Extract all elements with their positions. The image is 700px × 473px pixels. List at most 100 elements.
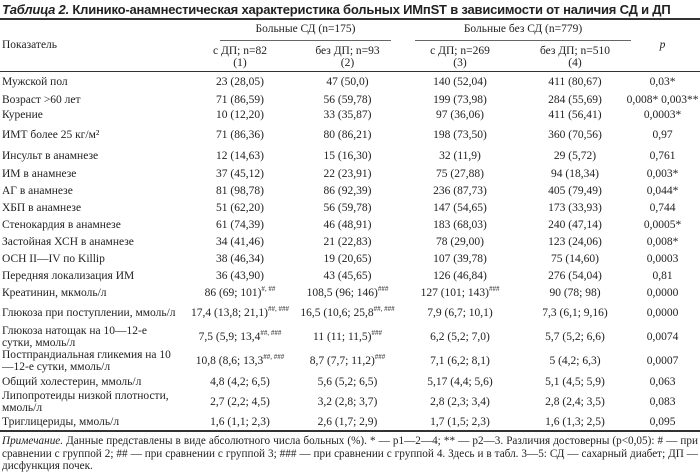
row-label: АГ в анамнезе bbox=[2, 184, 73, 197]
table-row: Мужской пол 23 (28,05) 47 (50,0) 140 (52,04… bbox=[0, 71, 700, 92]
row-label: Глюкоза при поступлении, ммоль/л bbox=[2, 307, 176, 319]
cell-group-4: 123 (24,06) bbox=[548, 235, 602, 248]
cell-group-4: 173 (33,93) bbox=[548, 201, 602, 214]
cell-group-4: 5,1 (4,5; 5,9) bbox=[545, 375, 605, 388]
cell-group-1: 81 (98,78) bbox=[216, 184, 264, 197]
cell-p: 0,044* bbox=[646, 184, 679, 197]
row-label: Глюкоза натощак на 10—12-е сутки, ммоль/… bbox=[2, 325, 147, 349]
cell-group-4: 405 (79,49) bbox=[548, 184, 602, 197]
cell-p: 0,761 bbox=[649, 150, 676, 162]
significance-mark: ### bbox=[488, 284, 500, 293]
cell-group-1: 51 (62,20) bbox=[216, 201, 264, 214]
cell-p: 0,0003* bbox=[643, 109, 682, 121]
cell-group-4: 276 (54,04) bbox=[548, 269, 602, 282]
table-row: Креатинин, мкмоль/л 86 (69; 101)#, ## 108,… bbox=[0, 284, 700, 301]
cell-p: 0,744 bbox=[649, 201, 676, 214]
table-row: ИМ в анамнезе 37 (45,12) 22 (23,91) 75 (27,… bbox=[0, 165, 700, 182]
cell-group-3: 126 (46,84) bbox=[433, 269, 487, 282]
cell-group-4: 5,7 (5,2; 6,6) bbox=[545, 331, 605, 343]
cell-group-4: 411 (56,41) bbox=[548, 109, 602, 121]
header-col-1: с ДП; n=82 (1) bbox=[213, 44, 267, 69]
table-row: Передняя локализация ИМ 36 (43,90) 43 (45,… bbox=[0, 267, 700, 284]
cell-p: 0,0000 bbox=[646, 307, 679, 319]
cell-p: 0,008* bbox=[646, 235, 679, 248]
cell-p: 0,03* bbox=[649, 75, 676, 88]
row-label: Стенокардия в анамнезе bbox=[2, 218, 121, 231]
table-note: Примечание. Данные представлены в виде а… bbox=[0, 432, 700, 473]
cell-group-4: 5 (4,2; 6,3) bbox=[549, 355, 601, 367]
cell-group-1: 12 (14,63) bbox=[216, 150, 264, 162]
cell-group-1: 17,4 (13,8; 21,1)##, ### bbox=[191, 305, 289, 319]
cell-group-4: 29 (5,72) bbox=[553, 150, 597, 162]
cell-group-2: 86 (92,39) bbox=[323, 184, 372, 197]
cell-group-3: 5,17 (4,4; 5,6) bbox=[427, 375, 493, 388]
table-row: Инсульт в анамнезе 12 (14,63) 15 (16,30) 32… bbox=[0, 147, 700, 165]
cell-group-2: 47 (50,0) bbox=[326, 75, 369, 88]
row-label: Возраст >60 лет bbox=[2, 93, 81, 106]
cell-group-2: 19 (20,65) bbox=[323, 252, 372, 265]
cell-group-3: 97 (36,06) bbox=[436, 109, 484, 121]
cell-group-2: 21 (22,83) bbox=[323, 235, 372, 248]
cell-group-2: 108,5 (96; 146)### bbox=[306, 284, 389, 299]
cell-group-1: 34 (41,46) bbox=[216, 235, 264, 248]
cell-group-4: 75 (14,60) bbox=[551, 252, 599, 265]
cell-group-4: 7,3 (6,1; 9,16) bbox=[542, 307, 608, 319]
cell-group-2: 5,6 (5,2; 6,5) bbox=[317, 375, 378, 388]
table-title: Таблица 2. Клинико-анамнестическая харак… bbox=[0, 0, 700, 18]
significance-mark: ### bbox=[371, 329, 382, 338]
table-row: Глюкоза при поступлении, ммоль/л 17,4 (13… bbox=[0, 301, 700, 325]
cell-group-2: 43 (45,65) bbox=[323, 269, 372, 282]
row-label: Застойная ХСН в анамнезе bbox=[2, 235, 134, 248]
data-table: Показатель Больные СД (n=175) Больные бе… bbox=[0, 18, 700, 432]
cell-group-2: 15 (16,30) bbox=[323, 150, 372, 162]
significance-mark: ##, ### bbox=[263, 353, 285, 362]
row-label: ОСН II—IV по Killip bbox=[2, 252, 105, 265]
cell-group-1: 61 (74,39) bbox=[216, 218, 264, 231]
cell-group-1: 10 (12,20) bbox=[216, 109, 264, 121]
table-row: Застойная ХСН в анамнезе 34 (41,46) 21 (22… bbox=[0, 233, 700, 250]
cell-group-2: 56 (59,78) bbox=[323, 93, 372, 106]
header-p: p bbox=[625, 19, 700, 72]
row-label: Передняя локализация ИМ bbox=[2, 269, 135, 282]
significance-mark: ##, ### bbox=[260, 329, 282, 338]
cell-group-1: 37 (45,12) bbox=[216, 167, 264, 180]
cell-group-2: 80 (86,21) bbox=[323, 129, 372, 141]
cell-group-1: 2,7 (2,2; 4,5) bbox=[210, 396, 270, 408]
row-label: ИМТ более 25 кг/м² bbox=[2, 129, 100, 141]
cell-p: 0,0074 bbox=[646, 331, 679, 343]
cell-group-3: 198 (73,50) bbox=[433, 129, 487, 141]
table-row: Глюкоза натощак на 10—12-е сутки, ммоль/… bbox=[0, 325, 700, 349]
cell-group-1: 23 (28,05) bbox=[216, 75, 264, 88]
cell-group-3: 6,2 (5,2; 7,0) bbox=[430, 331, 490, 343]
row-label: Общий холестерин, ммоль/л bbox=[2, 375, 142, 388]
header-col-3: с ДП; n=269 (3) bbox=[430, 44, 490, 69]
cell-group-3: 140 (52,04) bbox=[433, 75, 487, 88]
cell-group-2: 22 (23,91) bbox=[323, 167, 372, 180]
cell-p: 0,0005* bbox=[643, 218, 682, 231]
cell-group-4: 411 (80,67) bbox=[548, 75, 602, 88]
table-row: Стенокардия в анамнезе 61 (74,39) 46 (48,9… bbox=[0, 216, 700, 233]
cell-group-2: 16,5 (10,6; 25,8##, ### bbox=[300, 305, 395, 319]
cell-group-4: 1,6 (1,3; 2,5) bbox=[525, 414, 626, 432]
row-label: Постпрандиальная гликемия на 10—12-е сут… bbox=[2, 349, 171, 373]
table-row: Постпрандиальная гликемия на 10—12-е сут… bbox=[0, 349, 700, 373]
table-row: Возраст >60 лет 71 (86,59) 56 (59,78) 199 (… bbox=[0, 92, 700, 107]
cell-group-3: 7,9 (6,7; 10,1) bbox=[427, 307, 493, 319]
cell-p: 0,0007 bbox=[646, 355, 679, 367]
row-label: ИМ в анамнезе bbox=[2, 167, 77, 180]
cell-group-4: 90 (78; 98) bbox=[549, 286, 601, 299]
header-group-sd: Больные СД (n=175) bbox=[180, 19, 395, 43]
header-col-2: без ДП; n=93 (2) bbox=[315, 44, 380, 69]
cell-group-4: 240 (47,14) bbox=[548, 218, 602, 231]
cell-group-2: 46 (48,91) bbox=[323, 218, 372, 231]
row-label: Инсульт в анамнезе bbox=[2, 150, 99, 162]
cell-group-1: 4,8 (4,2; 6,5) bbox=[210, 375, 270, 388]
cell-group-3: 236 (87,73) bbox=[433, 184, 487, 197]
table-row: Курение 10 (12,20) 33 (35,87) 97 (36,06) 411… bbox=[0, 107, 700, 123]
cell-group-3: 199 (73,98) bbox=[433, 93, 487, 106]
cell-p: 0,0000 bbox=[646, 286, 679, 299]
table-row: Общий холестерин, ммоль/л 4,8 (4,2; 6,5) 5… bbox=[0, 373, 700, 390]
cell-group-3: 7,1 (6,2; 8,1) bbox=[430, 355, 490, 367]
table-row: ХБП в анамнезе 51 (62,20) 56 (59,78) 147 (5… bbox=[0, 199, 700, 216]
table-caption: Клинико-анамнестическая характеристика б… bbox=[72, 2, 671, 17]
